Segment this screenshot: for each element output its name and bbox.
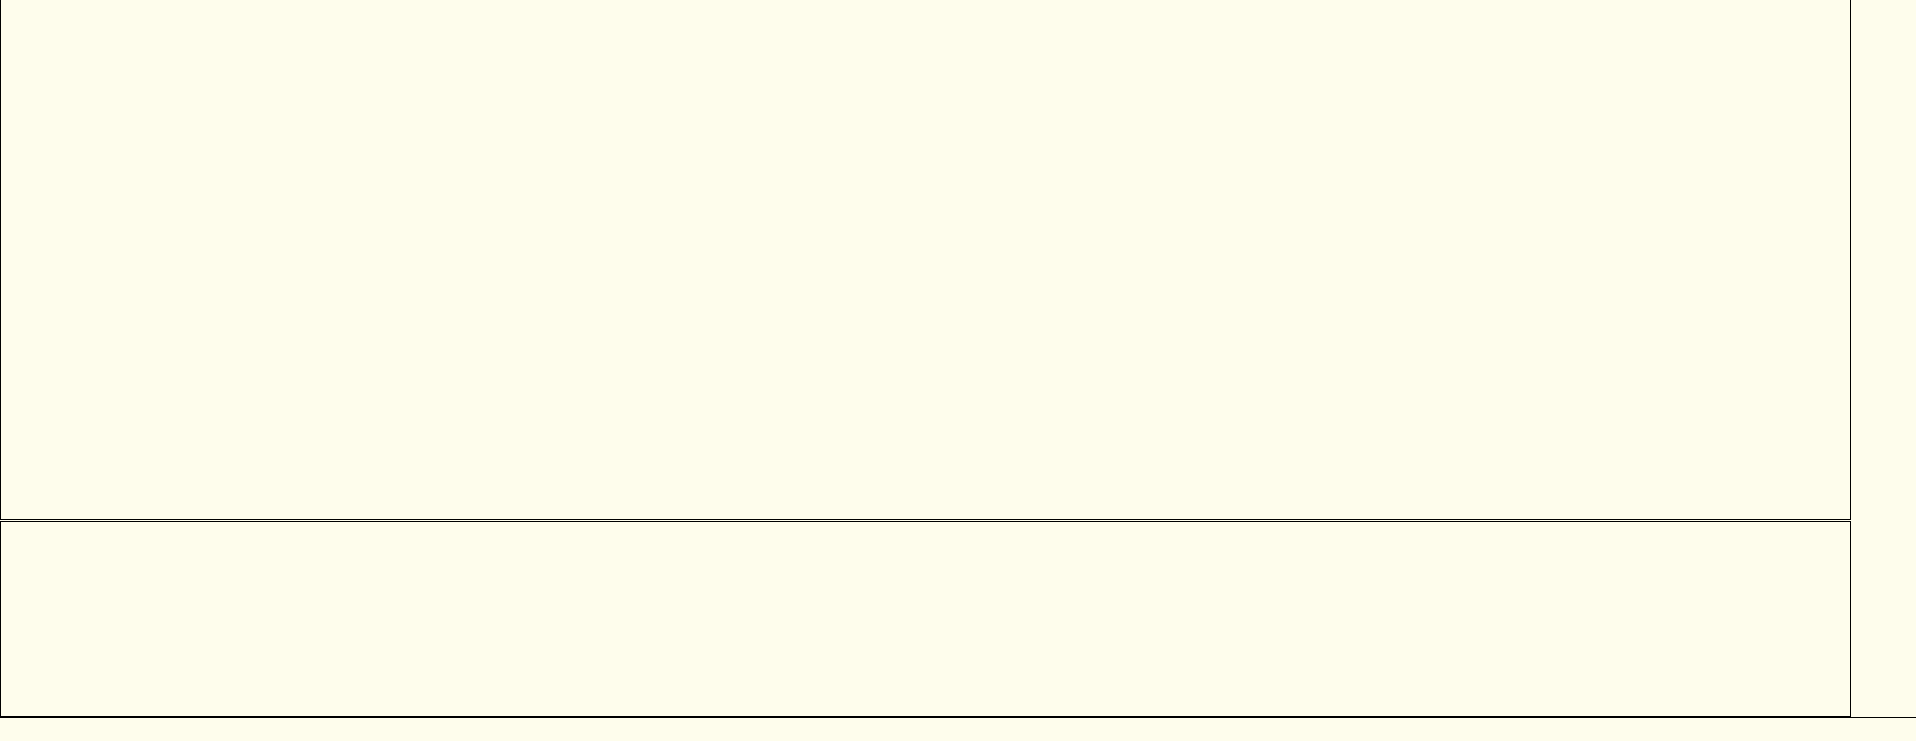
time-axis[interactable] (0, 717, 1916, 742)
macd-chart[interactable] (1, 522, 1850, 716)
window-bottom-strip (0, 741, 1916, 747)
candlestick-chart[interactable] (1, 0, 1850, 518)
macd-indicator-panel[interactable] (0, 521, 1851, 717)
price-chart-panel[interactable] (0, 0, 1851, 520)
price-axis[interactable] (1851, 0, 1916, 717)
